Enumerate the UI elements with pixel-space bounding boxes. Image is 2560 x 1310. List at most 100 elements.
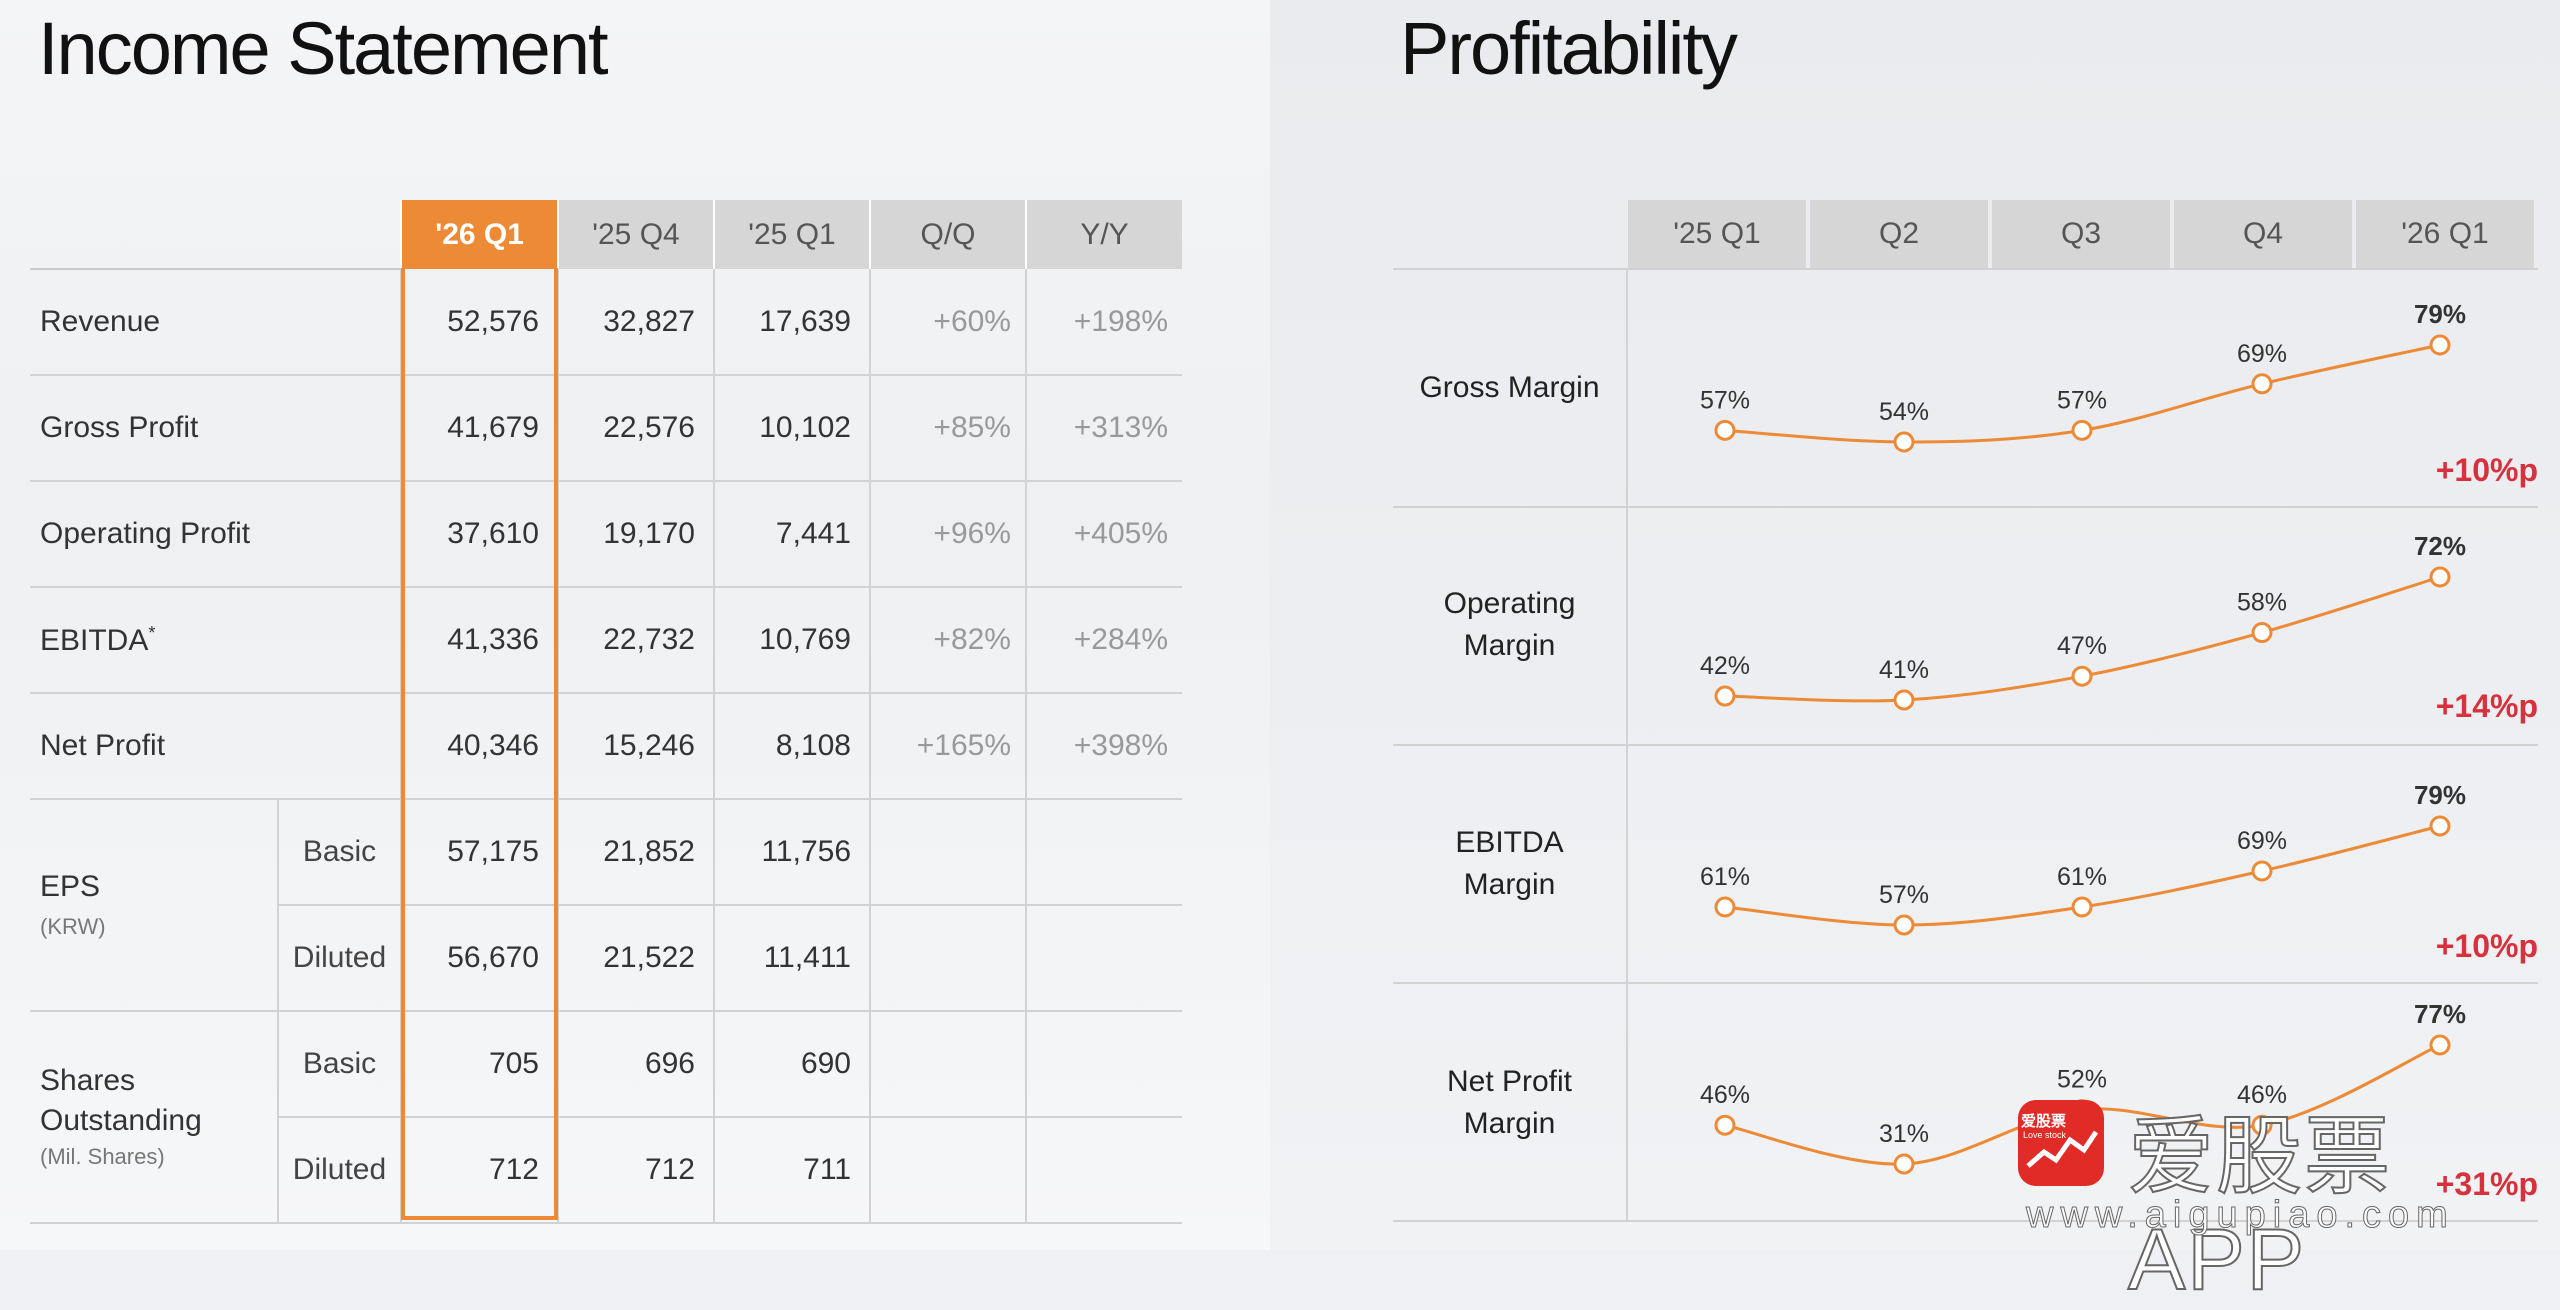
cell-value: 22,576	[557, 375, 714, 482]
net-profit-margin-label: Net Profit Margin	[1393, 1061, 1626, 1145]
data-label: 69%	[2237, 340, 2287, 368]
data-point	[1714, 896, 1736, 918]
income-statement-table: '26 Q1 '25 Q4 '25 Q1 Q/Q Y/Y Revenue 52,…	[30, 200, 1182, 1224]
shares-label: Shares Outstanding (Mil. Shares)	[30, 1011, 278, 1224]
row-label-text: EBITDA	[40, 623, 149, 657]
eps-basic-label: Basic	[277, 799, 401, 906]
col-header-25q1: '25 Q1	[713, 200, 870, 269]
cell-value: 10,769	[713, 587, 870, 694]
data-label: 42%	[1700, 652, 1750, 680]
cell-value: 690	[713, 1011, 870, 1118]
shares-label-line1: Shares	[40, 1064, 136, 1097]
data-point	[2071, 419, 2093, 441]
watermark-logo: 爱股票 Love stock	[2018, 1100, 2104, 1186]
cell-yy: +198%	[1025, 269, 1182, 376]
prof-col-header-26q1: '26 Q1	[2356, 200, 2534, 268]
cell-value: 57,175	[400, 799, 558, 906]
table-row: Gross Profit 41,679 22,576 10,102 +85% +…	[30, 375, 1182, 482]
cell-qq: +165%	[869, 693, 1026, 800]
data-point	[2251, 1114, 2273, 1136]
cell-empty	[869, 905, 1026, 1012]
data-label: 77%	[2414, 999, 2466, 1029]
ebitda-margin-delta: +10%p	[2435, 928, 2538, 964]
data-point	[2429, 815, 2451, 837]
income-statement-title: Income Statement	[38, 7, 609, 90]
data-point	[2251, 373, 2273, 395]
cell-yy: +398%	[1025, 693, 1182, 800]
cell-value: 21,522	[557, 905, 714, 1012]
operating-margin-label: Operating Margin	[1393, 583, 1626, 667]
data-point	[2071, 665, 2093, 687]
data-label: 52%	[2057, 1066, 2107, 1094]
shares-unit: (Mil. Shares)	[40, 1144, 165, 1169]
operating-margin-label-line2: Margin	[1463, 629, 1556, 662]
data-point	[1893, 914, 1915, 936]
cell-value: 696	[557, 1011, 714, 1118]
prof-col-header-q2: Q2	[1810, 200, 1988, 268]
cell-qq: +82%	[869, 587, 1026, 694]
gross-margin-label-text: Gross Margin	[1419, 371, 1600, 404]
data-label: 47%	[2057, 632, 2107, 660]
col-header-yy: Y/Y	[1025, 200, 1182, 269]
cell-yy: +313%	[1025, 375, 1182, 482]
chart-trend-icon	[2026, 1130, 2099, 1168]
cell-value: 712	[400, 1117, 558, 1224]
cell-value: 37,610	[400, 481, 558, 588]
watermark-logo-en: Love stock	[2023, 1130, 2067, 1140]
prof-label-divider	[1626, 268, 1628, 1220]
cell-value: 7,441	[713, 481, 870, 588]
cell-value: 15,246	[557, 693, 714, 800]
cell-value: 22,732	[557, 587, 714, 694]
table-row: Diluted 712 712 711	[30, 1117, 1182, 1224]
data-point	[1893, 431, 1915, 453]
row-label: Operating Profit	[30, 481, 401, 588]
data-point	[1714, 685, 1736, 707]
data-label: 61%	[1700, 863, 1750, 891]
cell-qq: +96%	[869, 481, 1026, 588]
operating-margin-delta: +14%p	[2435, 688, 2538, 724]
table-row: EBITDA* 41,336 22,732 10,769 +82% +284%	[30, 587, 1182, 694]
table-row: Revenue 52,576 32,827 17,639 +60% +198%	[30, 269, 1182, 376]
data-label: 72%	[2414, 531, 2466, 561]
data-label: 57%	[1700, 386, 1750, 414]
prof-gridline	[1393, 982, 2538, 984]
eps-unit: (KRW)	[40, 914, 106, 939]
eps-label: EPS (KRW)	[30, 799, 278, 1012]
watermark-url: www.aigupiao.com	[2026, 1194, 2455, 1237]
cell-qq: +85%	[869, 375, 1026, 482]
prof-gridline	[1393, 1220, 2538, 1222]
cell-value: 705	[400, 1011, 558, 1118]
cell-empty	[1025, 799, 1182, 906]
table-row: Operating Profit 37,610 19,170 7,441 +96…	[30, 481, 1182, 588]
prof-gridline	[1393, 506, 2538, 508]
row-label: Gross Profit	[30, 375, 401, 482]
row-label: Revenue	[30, 269, 401, 376]
gross-margin-label: Gross Margin	[1393, 367, 1626, 409]
cell-value: 11,756	[713, 799, 870, 906]
cell-value: 40,346	[400, 693, 558, 800]
net-profit-margin-label-line1: Net Profit	[1446, 1065, 1573, 1098]
cell-value: 21,852	[557, 799, 714, 906]
net-profit-margin-delta: +31%p	[2435, 1166, 2538, 1202]
table-row: Diluted 56,670 21,522 11,411	[30, 905, 1182, 1012]
table-row: EPS (KRW) Basic 57,175 21,852 11,756	[30, 799, 1182, 1012]
profitability-line-chart: 57% 54% 57% 69% 79% 42% 41% 47% 58% 72% 61% 57% 61% 6…	[1700, 299, 2466, 1175]
shares-diluted-label: Diluted	[277, 1117, 401, 1224]
cell-yy: +284%	[1025, 587, 1182, 694]
table-row: Net Profit 40,346 15,246 8,108 +165% +39…	[30, 693, 1182, 800]
table-header-row: '26 Q1 '25 Q4 '25 Q1 Q/Q Y/Y	[30, 200, 1182, 270]
cell-empty	[1025, 1117, 1182, 1224]
operating-margin-label-line1: Operating	[1443, 587, 1576, 620]
shares-basic-label: Basic	[277, 1011, 401, 1118]
cell-empty	[1025, 905, 1182, 1012]
data-label: 54%	[1879, 398, 1929, 426]
data-point	[2429, 334, 2451, 356]
data-label: 79%	[2414, 780, 2466, 810]
prof-col-header-q3: Q3	[1992, 200, 2170, 268]
cell-qq: +60%	[869, 269, 1026, 376]
cell-value: 711	[713, 1117, 870, 1224]
col-header-qq: Q/Q	[869, 200, 1026, 269]
data-point	[2429, 566, 2451, 588]
gross-margin-delta: +10%p	[2435, 452, 2538, 488]
data-label: 31%	[1879, 1120, 1929, 1148]
